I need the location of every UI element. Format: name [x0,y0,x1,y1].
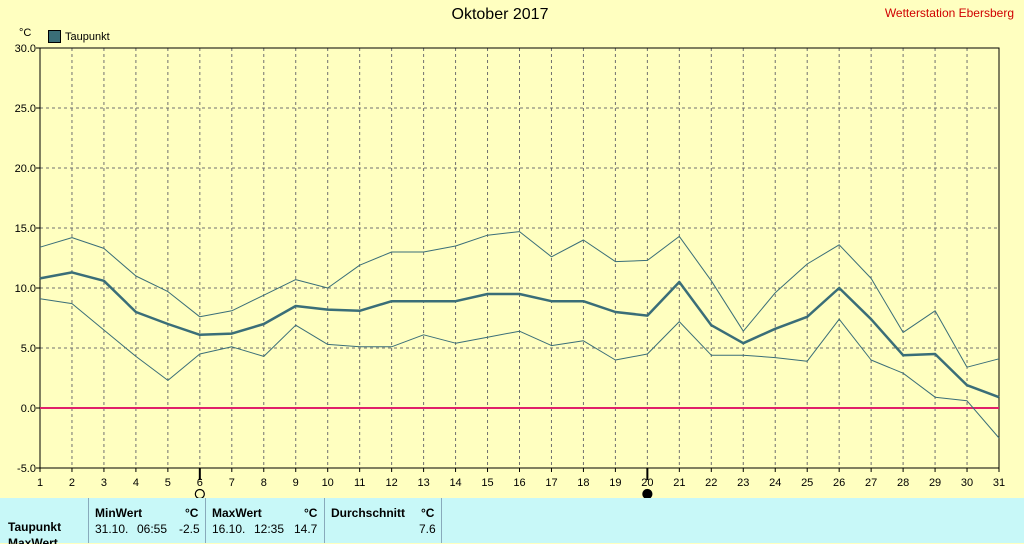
avg-cell: Durchschnitt °C 7.6 [324,498,441,543]
x-tick-label: 4 [133,477,139,489]
x-tick-label: 24 [769,477,781,489]
max-time: 12:35 [254,522,285,536]
avg-unit: °C [421,506,435,520]
y-tick-label: 25.0 [15,103,36,115]
x-tick-label: 6 [197,477,203,489]
x-tick-label: 27 [865,477,877,489]
new-moon-icon [642,488,653,498]
series-line-max [39,231,1000,368]
series-line-min [39,298,1000,439]
y-tick-label: 30.0 [15,43,36,55]
x-tick-label: 26 [833,477,845,489]
legend-swatch [48,30,61,43]
x-tick-label: 30 [961,477,973,489]
y-tick-label: 20.0 [15,163,36,175]
station-name: Wetterstation Ebersberg [884,6,1014,20]
y-tick-label: 10.0 [15,283,36,295]
x-tick-label: 28 [897,477,909,489]
grid [40,48,999,468]
x-tick-label: 25 [801,477,813,489]
max-unit: °C [304,506,318,520]
x-tick-label: 23 [737,477,749,489]
max-value: 14.7 [294,522,318,536]
min-cell: MinWert °C 31.10. 06:55 -2.5 [88,498,205,543]
x-tick-label: 16 [513,477,525,489]
y-tick-label: -5.0 [17,463,36,475]
x-tick-label: 31 [993,477,1005,489]
x-tick-label: 21 [673,477,685,489]
legend: Taupunkt [48,30,110,43]
max-date: 16.10. [212,522,246,536]
x-tick-label: 13 [417,477,429,489]
plot-frame [39,47,1000,469]
y-tick-label: 5.0 [21,343,36,355]
x-tick-label: 29 [929,477,941,489]
x-tick-label: 22 [705,477,717,489]
x-tick-label: 3 [101,477,107,489]
avg-value: 7.6 [419,522,436,536]
footer-end-divider [441,498,442,543]
x-tick-label: 2 [69,477,75,489]
series-lines [39,231,1000,439]
x-tick-label: 11 [354,477,365,489]
y-axis-unit: °C [19,27,32,39]
max-cell: MaxWert °C 16.10. 12:35 14.7 [205,498,324,543]
min-time: 06:55 [137,522,168,536]
chart: 30.025.020.015.010.05.00.0-5.01 2 3 4 5 6 7 8 9 1… [15,43,1006,498]
avg-header: Durchschnitt [331,506,406,520]
max-header: MaxWert [212,506,262,520]
footer-row-label-2: MaxWert [8,536,58,544]
footer-row-label: Taupunkt [8,520,62,534]
x-tick-label: 1 [37,477,43,489]
x-tick-label: 9 [293,477,299,489]
legend-label: Taupunkt [65,30,110,43]
min-header: MinWert [95,506,143,520]
x-tick-label: 19 [609,477,621,489]
y-tick-label: 0.0 [21,403,36,415]
series-line-mean [39,271,1000,399]
x-tick-label: 7 [229,477,235,489]
x-tick-label: 12 [386,477,398,489]
x-tick-label: 14 [449,477,461,489]
moon-markers [194,468,653,498]
min-value: -2.5 [179,522,200,536]
chart-title: Oktober 2017 [451,6,549,23]
x-tick-label: 5 [165,477,171,489]
full-moon-icon [194,488,205,498]
x-tick-label: 15 [481,477,493,489]
x-tick-label: 20 [641,477,653,489]
y-tick-label: 15.0 [15,223,36,235]
min-date: 31.10. [95,522,129,536]
stats-footer: Taupunkt MaxWert MinWert °C 31.10. 06:55… [0,498,1024,544]
min-unit: °C [185,506,199,520]
x-tick-label: 17 [545,477,557,489]
axes: 30.025.020.015.010.05.00.0-5.01 2 3 4 5 6 7 8 9 1… [15,43,1006,489]
x-tick-label: 18 [577,477,589,489]
x-tick-label: 10 [322,477,334,489]
x-tick-label: 8 [261,477,267,489]
